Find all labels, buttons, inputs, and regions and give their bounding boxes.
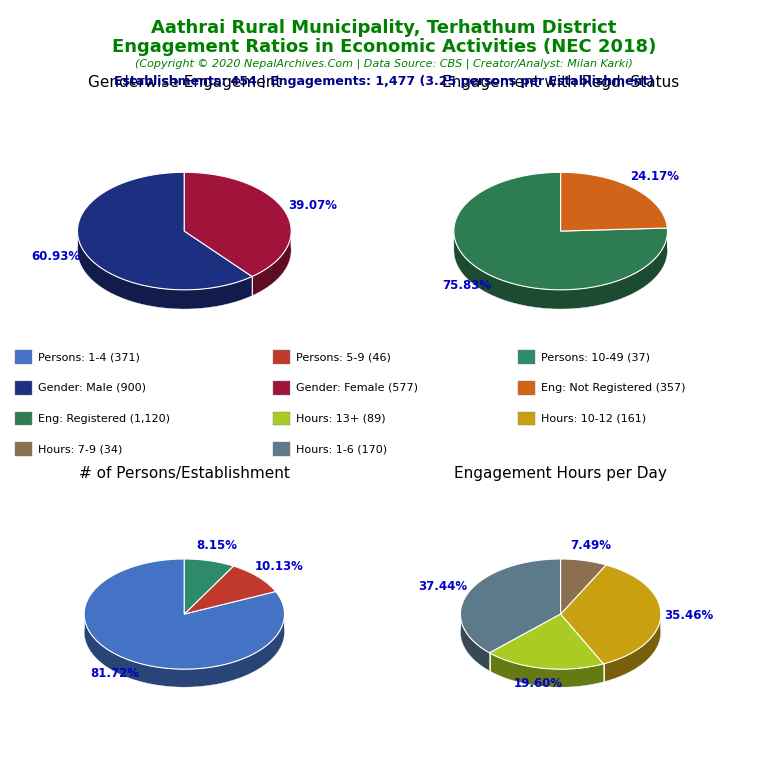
Text: Persons: 5-9 (46): Persons: 5-9 (46) (296, 352, 391, 362)
Text: Persons: 1-4 (371): Persons: 1-4 (371) (38, 352, 141, 362)
Polygon shape (454, 172, 667, 290)
Polygon shape (84, 559, 284, 669)
Polygon shape (561, 565, 660, 664)
Polygon shape (184, 172, 291, 276)
Polygon shape (561, 172, 667, 231)
Text: Gender: Female (577): Gender: Female (577) (296, 382, 418, 393)
Text: Eng: Registered (1,120): Eng: Registered (1,120) (38, 413, 170, 424)
Text: Engagement Ratios in Economic Activities (NEC 2018): Engagement Ratios in Economic Activities… (112, 38, 656, 56)
Ellipse shape (84, 577, 284, 687)
Polygon shape (561, 559, 606, 614)
Text: 10.13%: 10.13% (254, 560, 303, 573)
Polygon shape (489, 653, 604, 687)
Polygon shape (461, 609, 489, 671)
Text: Establishments: 454 | Engagements: 1,477 (3.25 persons per Establishment): Establishments: 454 | Engagements: 1,477… (114, 75, 654, 88)
Ellipse shape (454, 191, 667, 309)
Text: Hours: 13+ (89): Hours: 13+ (89) (296, 413, 386, 424)
Ellipse shape (461, 577, 660, 687)
Polygon shape (604, 610, 660, 682)
Text: Hours: 10-12 (161): Hours: 10-12 (161) (541, 413, 647, 424)
Polygon shape (454, 228, 667, 309)
Text: 24.17%: 24.17% (631, 170, 680, 183)
Text: 7.49%: 7.49% (570, 539, 611, 552)
Text: Aathrai Rural Municipality, Terhathum District: Aathrai Rural Municipality, Terhathum Di… (151, 19, 617, 37)
Text: Eng: Not Registered (357): Eng: Not Registered (357) (541, 382, 686, 393)
Polygon shape (489, 614, 604, 669)
Text: 8.15%: 8.15% (197, 539, 237, 552)
Polygon shape (461, 559, 561, 653)
Title: Engagement with Regd. Status: Engagement with Regd. Status (442, 74, 679, 90)
Text: Hours: 7-9 (34): Hours: 7-9 (34) (38, 444, 123, 455)
Text: Hours: 1-6 (170): Hours: 1-6 (170) (296, 444, 387, 455)
Polygon shape (78, 172, 252, 290)
Text: 81.72%: 81.72% (90, 667, 139, 680)
Polygon shape (184, 566, 276, 614)
Title: # of Persons/Establishment: # of Persons/Establishment (79, 466, 290, 482)
Text: 37.44%: 37.44% (418, 581, 467, 594)
Polygon shape (78, 227, 252, 309)
Text: 60.93%: 60.93% (31, 250, 80, 263)
Text: 39.07%: 39.07% (289, 199, 338, 212)
Title: Genderwise Engagement: Genderwise Engagement (88, 74, 281, 90)
Text: Gender: Male (900): Gender: Male (900) (38, 382, 147, 393)
Title: Engagement Hours per Day: Engagement Hours per Day (454, 466, 667, 482)
Text: Persons: 10-49 (37): Persons: 10-49 (37) (541, 352, 650, 362)
Text: 19.60%: 19.60% (514, 677, 563, 690)
Polygon shape (252, 227, 291, 296)
Polygon shape (84, 609, 284, 687)
Text: (Copyright © 2020 NepalArchives.Com | Data Source: CBS | Creator/Analyst: Milan : (Copyright © 2020 NepalArchives.Com | Da… (135, 58, 633, 69)
Ellipse shape (78, 191, 291, 309)
Text: 35.46%: 35.46% (664, 608, 713, 621)
Text: 75.83%: 75.83% (442, 279, 491, 292)
Polygon shape (184, 559, 233, 614)
